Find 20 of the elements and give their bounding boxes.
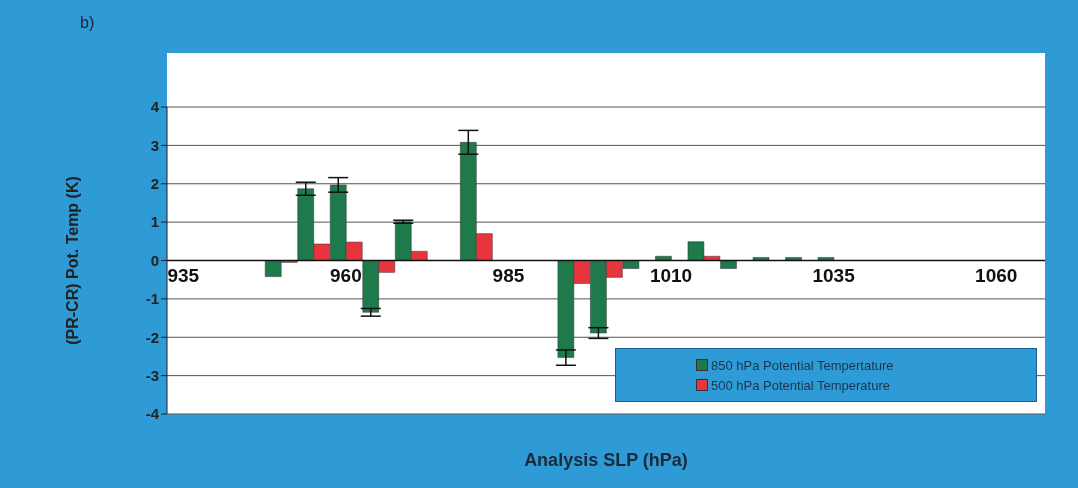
text: b): [80, 14, 95, 32]
y-tick-label: -2: [145, 328, 159, 346]
y-tick-label: 2: [150, 175, 159, 193]
legend-label: 500 hPa Potential Temperature: [711, 377, 890, 393]
x-tick-label: 935: [167, 264, 200, 286]
x-tick-label: 1035: [812, 264, 856, 286]
x-tick-label: 1010: [649, 264, 693, 286]
x-tick-label: 960: [330, 264, 362, 286]
x-tick-label: 985: [492, 264, 525, 286]
x-axis-title: Analysis SLP (hPa): [524, 450, 688, 470]
x-tick-label: 1060: [975, 264, 1018, 286]
y-tick-label: -3: [145, 366, 159, 384]
y-tick-label: 1: [150, 213, 159, 231]
y-tick-label: 0: [150, 251, 159, 269]
y-tick-label: 3: [150, 136, 159, 154]
y-tick-label: 4: [150, 98, 160, 116]
y-axis-title: (PR-CR) Pot. Temp (K): [63, 176, 81, 345]
legend-label: 850 hPa Potential Tempertature: [711, 357, 894, 373]
y-tick-label: -1: [145, 290, 159, 308]
y-tick-label: -4: [145, 405, 160, 423]
